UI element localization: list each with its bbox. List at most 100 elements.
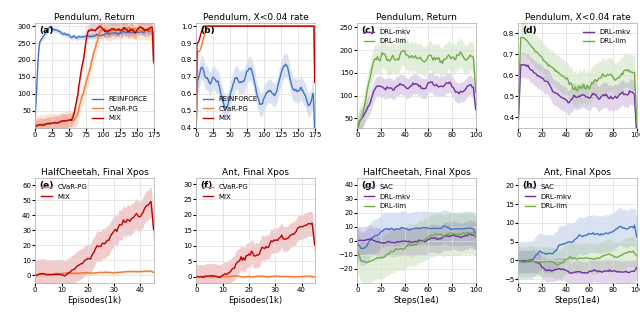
DRL-lim [438, 232, 445, 236]
Line: DRL-mkv: DRL-mkv [357, 82, 476, 129]
CVaR-PG [31, 273, 39, 277]
REINFORCE [303, 100, 311, 104]
CVaR-PG [239, 275, 246, 279]
SAC [524, 258, 532, 262]
Line: CVaR-PG: CVaR-PG [35, 271, 154, 275]
Line: DRL-mkv: DRL-mkv [518, 65, 637, 138]
Line: DRL-mkv: DRL-mkv [357, 233, 476, 243]
Legend: REINFORCE, CVaR-PG, MIX: REINFORCE, CVaR-PG, MIX [200, 94, 260, 124]
Line: MIX: MIX [35, 26, 154, 127]
CVaR-PG [150, 62, 157, 66]
DRL-mkv [545, 268, 553, 272]
DRL-lim [598, 254, 606, 258]
DRL-mkv [438, 84, 445, 88]
Title: Ant, Final Xpos: Ant, Final Xpos [222, 168, 289, 177]
MIX [294, 226, 301, 230]
DRL-lim [409, 56, 417, 60]
SAC [633, 235, 640, 239]
DRL-lim [426, 53, 433, 57]
MIX [142, 28, 150, 32]
MIX [36, 123, 44, 126]
DRL-mkv [409, 240, 417, 244]
SAC [440, 224, 447, 228]
MIX [150, 227, 157, 231]
Text: (h): (h) [522, 181, 537, 190]
SAC [363, 244, 371, 248]
CVaR-PG [232, 24, 240, 28]
DRL-lim [598, 72, 606, 76]
X-axis label: Steps(1e4): Steps(1e4) [394, 296, 440, 305]
DRL-lim [570, 88, 578, 92]
DRL-lim [444, 232, 451, 236]
DRL-mkv [515, 117, 522, 121]
DRL-lim [438, 59, 445, 63]
CVaR-PG [147, 269, 155, 273]
Line: DRL-lim: DRL-lim [357, 51, 476, 130]
CVaR-PG [310, 275, 317, 279]
DRL-mkv [605, 268, 613, 272]
SAC [472, 231, 479, 235]
SAC [515, 259, 522, 263]
REINFORCE [31, 114, 39, 118]
CVaR-PG [311, 66, 319, 70]
Legend: DRL-mkv, DRL-lim: DRL-mkv, DRL-lim [580, 26, 634, 47]
MIX [70, 111, 78, 114]
DRL-mkv [472, 235, 479, 239]
MIX [99, 27, 107, 31]
MIX [262, 244, 270, 248]
CVaR-PG [125, 25, 133, 29]
SAC [587, 232, 595, 236]
X-axis label: Episodes(1k): Episodes(1k) [228, 296, 282, 305]
REINFORCE [150, 54, 157, 58]
Title: Pendulum, Return: Pendulum, Return [54, 13, 135, 22]
DRL-mkv [444, 81, 451, 85]
MIX [207, 273, 214, 277]
DRL-lim [362, 260, 369, 264]
DRL-mkv [633, 136, 640, 140]
DRL-lim [363, 261, 371, 265]
MIX [204, 24, 211, 28]
DRL-mkv [545, 82, 553, 86]
DRL-mkv [384, 239, 392, 243]
MIX [63, 272, 70, 276]
MIX [193, 274, 200, 278]
CVaR-PG [63, 271, 70, 275]
MIX [42, 123, 49, 126]
Text: (d): (d) [522, 26, 536, 35]
Line: CVaR-PG: CVaR-PG [196, 276, 315, 277]
REINFORCE [42, 32, 49, 35]
Title: Pendulum, X<0.04 rate: Pendulum, X<0.04 rate [203, 13, 308, 22]
DRL-lim [605, 73, 612, 77]
DRL-lim [570, 256, 578, 260]
Legend: SAC, DRL-mkv, DRL-lim: SAC, DRL-mkv, DRL-lim [361, 181, 413, 212]
Line: DRL-lim: DRL-lim [357, 232, 476, 263]
REINFORCE [203, 76, 211, 80]
CVaR-PG [36, 122, 44, 126]
MIX [212, 24, 220, 28]
CVaR-PG [132, 270, 140, 274]
MIX [31, 273, 39, 277]
MIX [51, 121, 59, 124]
Text: (g): (g) [361, 181, 376, 190]
Text: (e): (e) [39, 181, 53, 190]
DRL-lim [587, 84, 595, 87]
DRL-mkv [466, 231, 474, 235]
Line: CVaR-PG: CVaR-PG [196, 26, 315, 124]
CVaR-PG [295, 275, 303, 279]
SAC [518, 259, 526, 263]
CVaR-PG [70, 118, 78, 122]
DRL-lim [544, 259, 552, 263]
DRL-lim [409, 243, 417, 247]
DRL-lim [633, 254, 640, 258]
REINFORCE [311, 130, 319, 134]
REINFORCE [193, 124, 200, 128]
REINFORCE [282, 62, 289, 66]
CVaR-PG [148, 270, 156, 274]
MIX [132, 212, 140, 215]
MIX [232, 24, 240, 28]
MIX [311, 81, 319, 84]
DRL-lim [524, 40, 532, 44]
MIX [148, 213, 156, 217]
MIX [147, 200, 155, 203]
SAC [384, 227, 392, 231]
